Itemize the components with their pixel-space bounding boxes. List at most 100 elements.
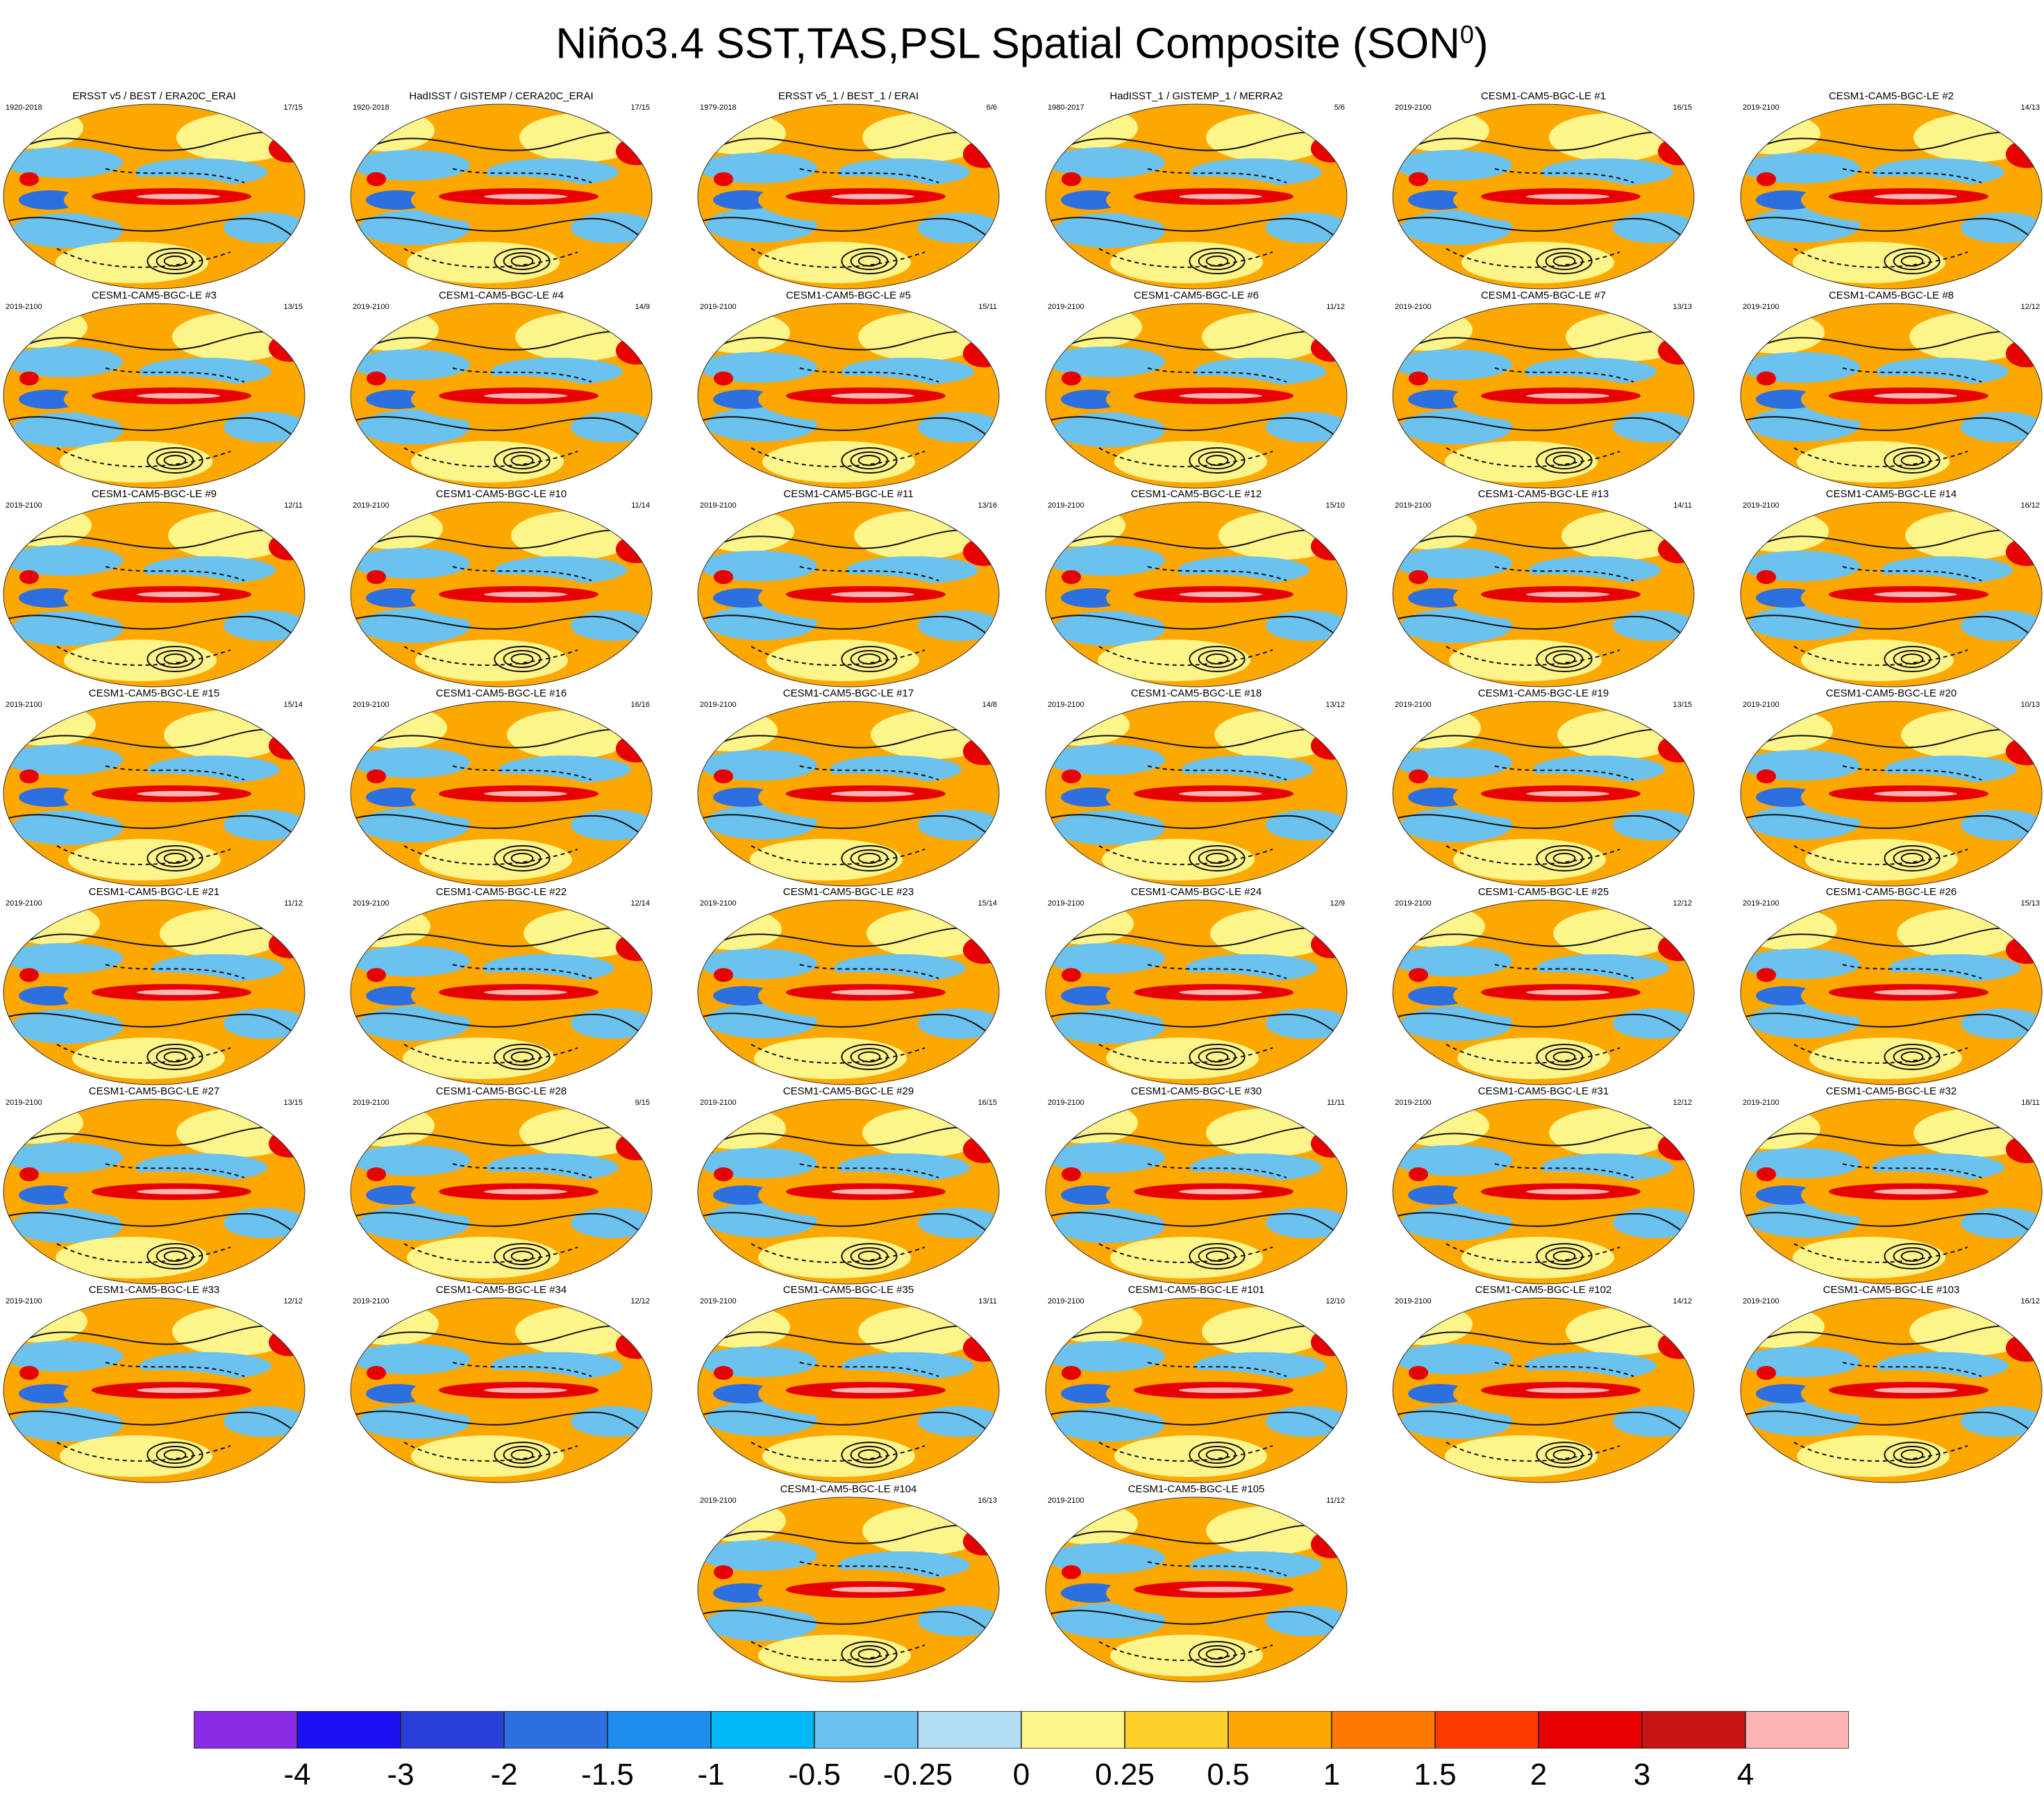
figure-title: Niño3.4 SST,TAS,PSL Spatial Composite (S… <box>555 19 1489 68</box>
robinson-map <box>3 701 305 887</box>
robinson-map <box>697 1297 1000 1483</box>
panel-count: 12/12 <box>283 1297 303 1306</box>
robinson-map <box>350 1099 653 1285</box>
robinson-map <box>1392 501 1695 687</box>
robinson-map <box>3 899 305 1085</box>
map-panel: CESM1-CAM5-BGC-LE #105 2019-2100 11/12 <box>1044 1483 1349 1683</box>
panel-years: 2019-2100 <box>1743 303 1779 311</box>
map-panel: CESM1-CAM5-BGC-LE #24 2019-2100 12/9 <box>1044 886 1349 1085</box>
robinson-map <box>350 103 653 290</box>
panel-years: 2019-2100 <box>1743 701 1779 709</box>
panel-title: CESM1-CAM5-BGC-LE #30 <box>1130 1085 1262 1097</box>
robinson-map <box>1045 1297 1348 1483</box>
panel-count: 12/12 <box>1673 899 1692 908</box>
robinson-map <box>1045 103 1348 290</box>
panel-years: 2019-2100 <box>353 303 389 311</box>
panel-years: 2019-2100 <box>6 899 42 908</box>
panel-count: 14/11 <box>1673 501 1692 510</box>
panel-years: 2019-2100 <box>700 1496 737 1505</box>
colorbar-tick-label: 4 <box>1736 1758 1754 1792</box>
panel-title: CESM1-CAM5-BGC-LE #33 <box>88 1284 220 1296</box>
panel-title: CESM1-CAM5-BGC-LE #11 <box>783 488 914 500</box>
map-panel: CESM1-CAM5-BGC-LE #32 2019-2100 18/11 <box>1739 1085 2044 1285</box>
panel-years: 2019-2100 <box>353 701 389 709</box>
panel-count: 11/14 <box>631 501 650 510</box>
panel-years: 2019-2100 <box>353 501 389 510</box>
colorbar-swatch <box>917 1711 1022 1749</box>
panel-title: CESM1-CAM5-BGC-LE #4 <box>438 290 564 301</box>
panel-title: CESM1-CAM5-BGC-LE #35 <box>782 1284 914 1296</box>
panel-title: CESM1-CAM5-BGC-LE #14 <box>1825 488 1957 500</box>
robinson-map <box>1392 701 1695 887</box>
colorbar-tick-label: 1 <box>1323 1758 1341 1792</box>
map-panel: CESM1-CAM5-BGC-LE #30 2019-2100 11/11 <box>1044 1085 1349 1285</box>
map-panel: CESM1-CAM5-BGC-LE #17 2019-2100 14/8 <box>696 687 1001 887</box>
panel-count: 14/8 <box>982 701 997 709</box>
colorbar-tick-label: -1 <box>697 1758 725 1792</box>
panel-title: CESM1-CAM5-BGC-LE #16 <box>435 687 567 699</box>
panel-title: CESM1-CAM5-BGC-LE #3 <box>91 290 217 301</box>
panel-years: 2019-2100 <box>1048 1099 1084 1107</box>
panel-years: 2019-2100 <box>1048 701 1084 709</box>
panel-years: 2019-2100 <box>6 303 42 311</box>
colorbar-swatch <box>1538 1711 1643 1749</box>
panel-count: 12/12 <box>630 1297 650 1306</box>
panel-count: 15/10 <box>1325 501 1345 510</box>
panel-years: 2019-2100 <box>700 303 737 311</box>
panel-count: 12/12 <box>2020 303 2040 311</box>
map-panel: ERSST v5 / BEST / ERA20C_ERAI 1920-2018 17… <box>1 90 307 290</box>
panel-title: CESM1-CAM5-BGC-LE #26 <box>1825 886 1957 898</box>
panel-years: 2019-2100 <box>1743 103 1779 112</box>
panel-years: 2019-2100 <box>1743 1297 1779 1306</box>
robinson-map <box>350 501 653 687</box>
panel-count: 12/10 <box>1325 1297 1345 1306</box>
panel-count: 16/12 <box>2020 501 2040 510</box>
panel-years: 2019-2100 <box>1743 501 1779 510</box>
map-panel: CESM1-CAM5-BGC-LE #6 2019-2100 11/12 <box>1044 290 1349 489</box>
map-panel: CESM1-CAM5-BGC-LE #14 2019-2100 16/12 <box>1739 488 2044 687</box>
panel-title: CESM1-CAM5-BGC-LE #20 <box>1825 687 1957 699</box>
robinson-map <box>350 899 653 1085</box>
colorbar-tick-label: -0.5 <box>788 1758 841 1792</box>
panel-title: ERSST v5_1 / BEST_1 / ERAI <box>778 90 919 102</box>
map-panel: CESM1-CAM5-BGC-LE #1 2019-2100 16/15 <box>1391 90 1696 290</box>
panel-years: 2019-2100 <box>6 701 42 709</box>
panel-title: CESM1-CAM5-BGC-LE #27 <box>88 1085 220 1097</box>
panel-title: CESM1-CAM5-BGC-LE #2 <box>1828 90 1954 102</box>
map-panel: CESM1-CAM5-BGC-LE #34 2019-2100 12/12 <box>349 1284 654 1483</box>
panel-years: 2019-2100 <box>353 1099 389 1107</box>
colorbar-swatch <box>1745 1711 1849 1749</box>
panel-count: 13/11 <box>978 1297 997 1306</box>
panel-title: CESM1-CAM5-BGC-LE #31 <box>1477 1085 1609 1097</box>
panel-count: 16/12 <box>2020 1297 2040 1306</box>
panel-title: CESM1-CAM5-BGC-LE #6 <box>1133 290 1259 301</box>
panel-count: 15/14 <box>978 899 997 908</box>
map-panel: CESM1-CAM5-BGC-LE #9 2019-2100 12/11 <box>1 488 307 687</box>
map-panel: CESM1-CAM5-BGC-LE #21 2019-2100 11/12 <box>1 886 307 1085</box>
map-panel: HadISST / GISTEMP / CERA20C_ERAI 1920-201… <box>349 90 654 290</box>
panel-years: 2019-2100 <box>1395 103 1432 112</box>
map-panel: CESM1-CAM5-BGC-LE #16 2019-2100 16/16 <box>349 687 654 887</box>
map-panel: CESM1-CAM5-BGC-LE #104 2019-2100 16/13 <box>696 1483 1001 1683</box>
map-panel: CESM1-CAM5-BGC-LE #12 2019-2100 15/10 <box>1044 488 1349 687</box>
panel-years: 2019-2100 <box>1743 1099 1779 1107</box>
colorbar-swatch <box>1021 1711 1125 1749</box>
colorbar-swatch <box>400 1711 505 1749</box>
robinson-map <box>350 303 653 489</box>
panel-years: 2019-2100 <box>700 701 737 709</box>
colorbar-tick-label: 3 <box>1633 1758 1651 1792</box>
panel-title: CESM1-CAM5-BGC-LE #22 <box>435 886 567 898</box>
map-panel: CESM1-CAM5-BGC-LE #13 2019-2100 14/11 <box>1391 488 1696 687</box>
panel-years: 2019-2100 <box>6 1099 42 1107</box>
panel-years: 2019-2100 <box>1395 1099 1432 1107</box>
panel-title: CESM1-CAM5-BGC-LE #104 <box>780 1483 917 1495</box>
panel-years: 2019-2100 <box>6 1297 42 1306</box>
colorbar-tick-label: -2 <box>490 1758 518 1792</box>
robinson-map <box>697 1099 1000 1285</box>
robinson-map <box>697 701 1000 887</box>
map-panel: CESM1-CAM5-BGC-LE #7 2019-2100 13/13 <box>1391 290 1696 489</box>
map-panel: CESM1-CAM5-BGC-LE #102 2019-2100 14/12 <box>1391 1284 1696 1483</box>
colorbar <box>194 1711 1849 1749</box>
panel-years: 2019-2100 <box>1395 303 1432 311</box>
colorbar-tick-label: -4 <box>283 1758 311 1792</box>
